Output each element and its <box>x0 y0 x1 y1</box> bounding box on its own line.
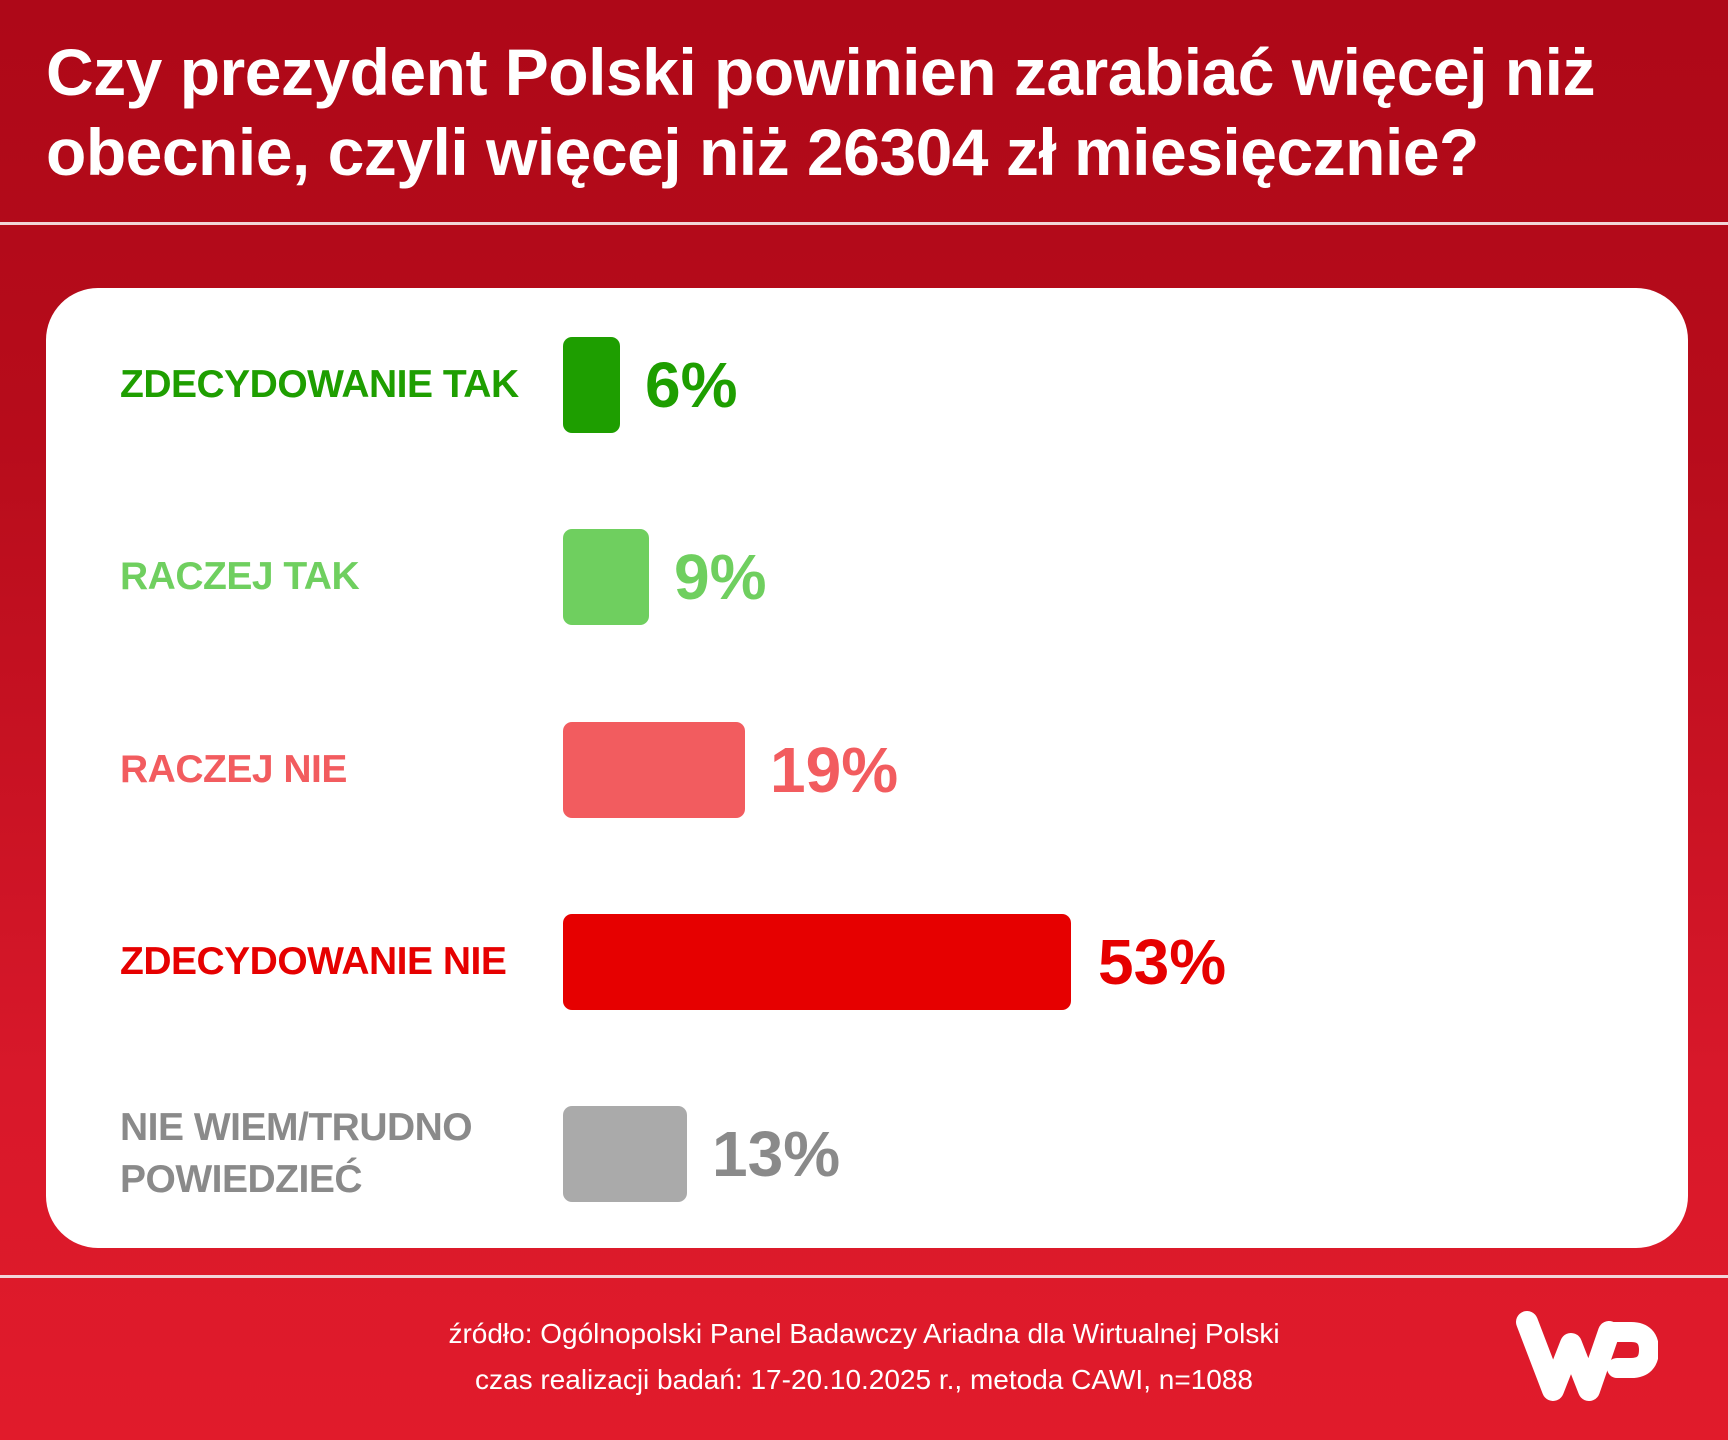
chart-title: Czy prezydent Polski powinien zarabiać w… <box>46 35 1595 189</box>
bar-value: 53% <box>1098 926 1227 998</box>
bar <box>563 1106 687 1202</box>
bar-row-nie-wiem: NIE WIEM/TRUDNO POWIEDZIEĆ 13% <box>46 1106 1688 1202</box>
bar-label: NIE WIEM/TRUDNO POWIEDZIEĆ <box>120 1106 473 1201</box>
bar-label: ZDECYDOWANIE NIE <box>120 940 507 983</box>
header-divider <box>0 222 1728 225</box>
bar <box>563 914 1071 1010</box>
chart-card: ZDECYDOWANIE TAK 6% RACZEJ TAK 9% RACZEJ… <box>46 288 1688 1248</box>
bar-row-raczej-tak: RACZEJ TAK 9% <box>46 529 1688 625</box>
bar-label: RACZEJ NIE <box>120 748 347 791</box>
bar <box>563 337 620 433</box>
bar-value: 19% <box>770 734 899 806</box>
bar-row-raczej-nie: RACZEJ NIE 19% <box>46 722 1688 818</box>
bar-row-zdecydowanie-nie: ZDECYDOWANIE NIE 53% <box>46 914 1688 1010</box>
bar-row-zdecydowanie-tak: ZDECYDOWANIE TAK 6% <box>46 337 1688 433</box>
bar-label: ZDECYDOWANIE TAK <box>120 363 519 406</box>
footer-divider <box>0 1275 1728 1278</box>
method-text: czas realizacji badań: 17-20.10.2025 r.,… <box>475 1364 1253 1395</box>
bar-value: 13% <box>712 1118 841 1190</box>
bar-value: 9% <box>674 541 767 613</box>
wp-logo-icon <box>1516 1311 1658 1401</box>
bar <box>563 529 649 625</box>
bar-label: RACZEJ TAK <box>120 555 360 598</box>
bar-value: 6% <box>645 349 738 421</box>
source-text: źródło: Ogólnopolski Panel Badawczy Aria… <box>448 1318 1280 1349</box>
bar <box>563 722 745 818</box>
